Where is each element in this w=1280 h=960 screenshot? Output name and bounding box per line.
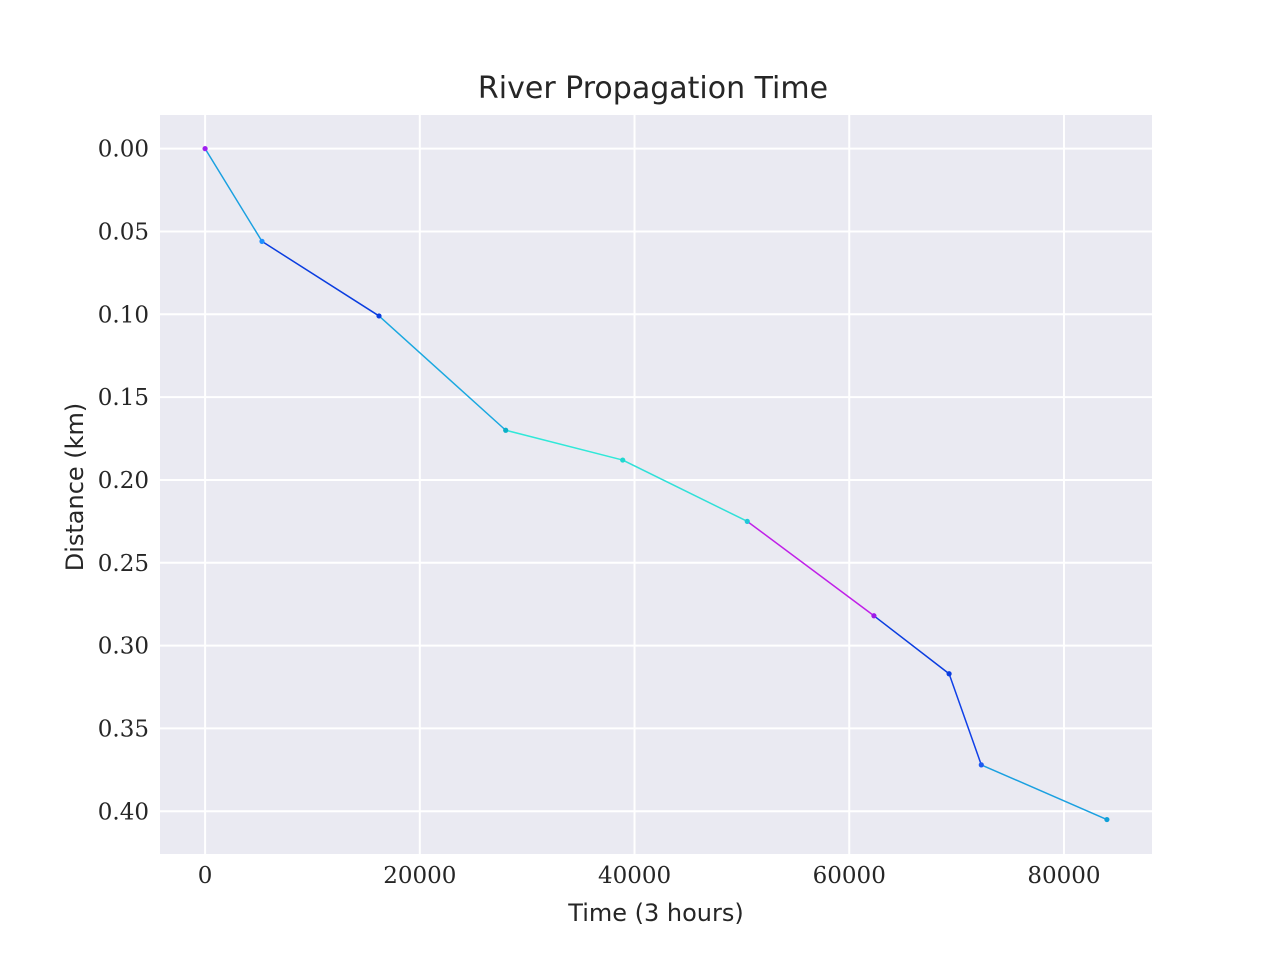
plot-area bbox=[160, 115, 1152, 854]
x-tick-label: 60000 bbox=[813, 863, 886, 889]
data-point bbox=[871, 613, 877, 619]
series-line bbox=[204, 147, 1108, 821]
data-point bbox=[1104, 816, 1110, 823]
line-segment bbox=[746, 520, 875, 617]
data-point bbox=[202, 146, 208, 152]
x-tick-labels: 0 20000 40000 60000 80000 bbox=[198, 863, 1101, 889]
y-tick-label: 0.35 bbox=[98, 716, 149, 742]
grid-lines bbox=[160, 115, 1152, 854]
y-tick-label: 0.15 bbox=[98, 385, 149, 411]
y-tick-label: 0.00 bbox=[98, 137, 149, 163]
line-segment bbox=[378, 315, 507, 431]
x-tick-label: 0 bbox=[198, 863, 213, 889]
y-tick-labels: 0.00 0.05 0.10 0.15 0.20 0.25 0.30 0.35 0.40 bbox=[98, 137, 149, 826]
x-tick-label: 40000 bbox=[598, 863, 671, 889]
x-tick-label: 20000 bbox=[383, 863, 456, 889]
y-tick-label: 0.20 bbox=[98, 468, 149, 494]
y-tick-label: 0.25 bbox=[98, 551, 149, 577]
y-tick-label: 0.30 bbox=[98, 634, 149, 660]
line-segment bbox=[504, 429, 624, 461]
series-points bbox=[202, 146, 1110, 823]
x-axis-label: Time (3 hours) bbox=[567, 899, 743, 927]
data-point bbox=[503, 427, 509, 433]
data-point bbox=[620, 457, 626, 463]
line-segment bbox=[261, 240, 380, 317]
line-segment bbox=[873, 615, 950, 675]
data-point bbox=[744, 518, 750, 524]
line-segment bbox=[980, 764, 1108, 821]
y-tick-label: 0.05 bbox=[98, 219, 149, 245]
data-point bbox=[376, 313, 382, 319]
line-segment bbox=[948, 673, 983, 766]
data-point bbox=[259, 238, 265, 244]
data-point bbox=[978, 762, 984, 768]
y-tick-label: 0.40 bbox=[98, 799, 149, 825]
data-point bbox=[946, 671, 952, 677]
y-tick-label: 0.10 bbox=[98, 302, 149, 328]
x-tick-label: 80000 bbox=[1027, 863, 1100, 889]
line-segment bbox=[621, 459, 749, 523]
y-axis-label: Distance (km) bbox=[61, 403, 89, 572]
line-segment bbox=[204, 147, 263, 243]
chart-title: River Propagation Time bbox=[478, 71, 828, 106]
